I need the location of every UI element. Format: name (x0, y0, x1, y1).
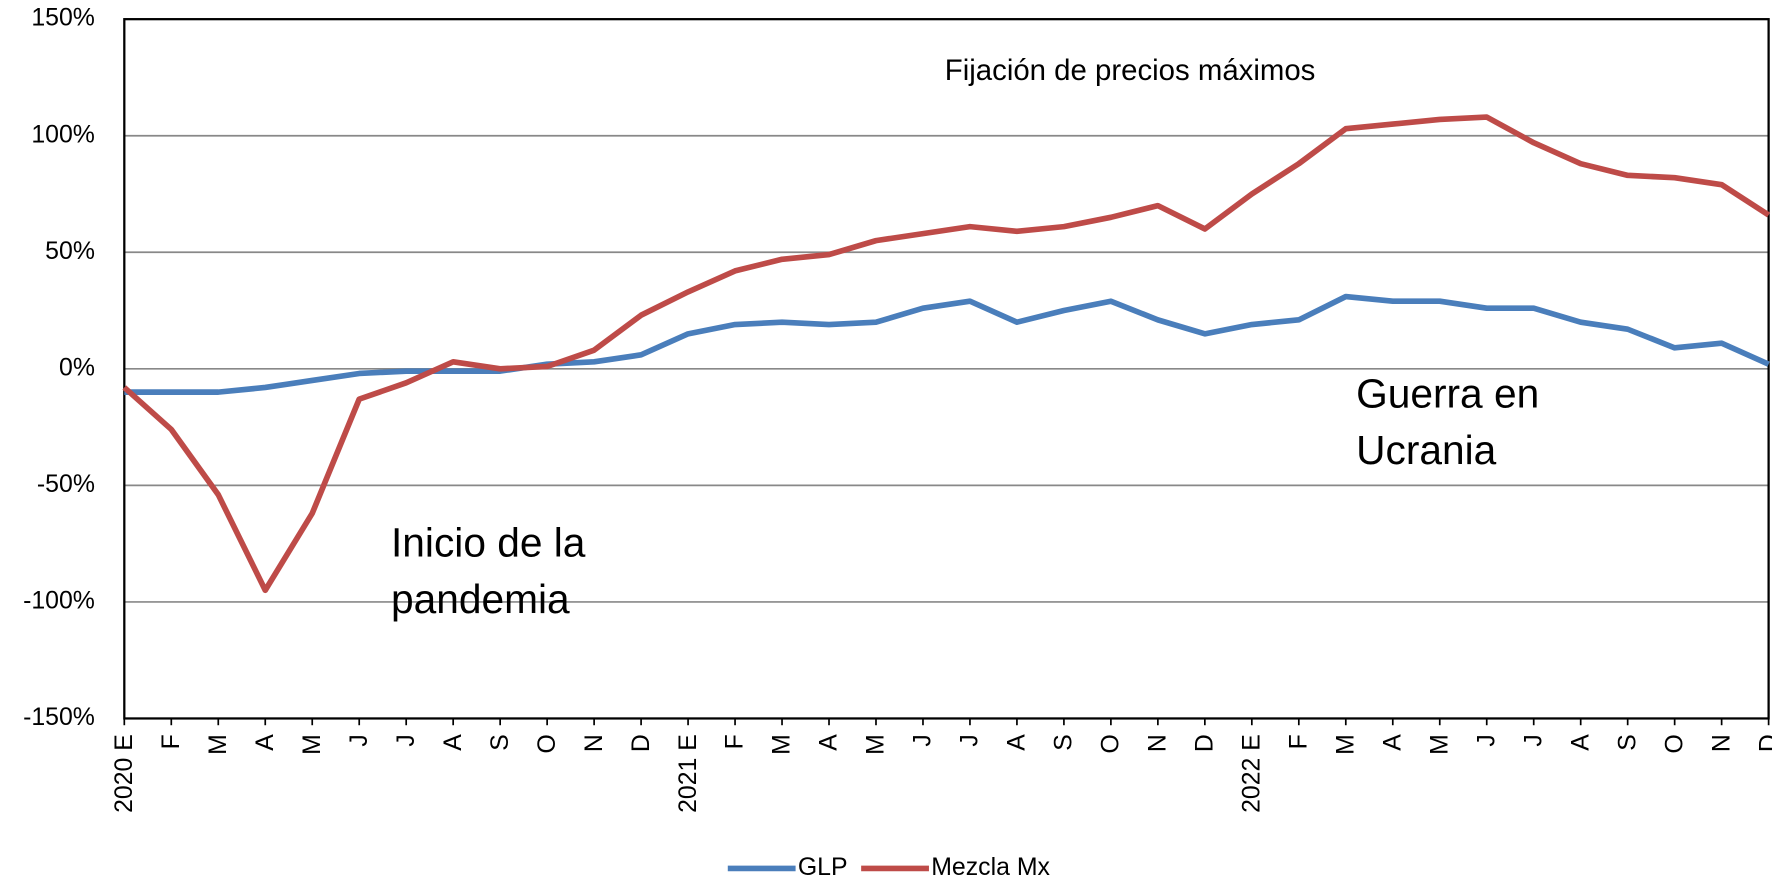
x-tick-label: N (1708, 734, 1735, 752)
x-tick-label: A (1379, 734, 1406, 751)
x-tick-label: D (628, 734, 655, 752)
x-tick-label: F (158, 734, 185, 749)
annotation: Inicio de la (391, 520, 586, 566)
x-tick-label: S (1614, 734, 1641, 751)
x-tick-label: 2022 E (1239, 734, 1266, 813)
x-tick-label: M (769, 734, 796, 755)
x-tick-label: O (1098, 734, 1125, 753)
y-tick-label: -100% (23, 587, 95, 614)
legend-label: GLP (798, 854, 848, 881)
y-tick-label: 150% (31, 5, 95, 32)
annotation: Fijación de precios máximos (945, 54, 1316, 87)
x-tick-label: D (1755, 734, 1772, 752)
x-tick-label: A (816, 734, 843, 751)
x-tick-label: S (1051, 734, 1078, 751)
x-tick-label: J (1520, 734, 1547, 746)
x-tick-label: O (534, 734, 561, 753)
x-tick-label: J (346, 734, 373, 746)
y-tick-label: -50% (37, 471, 95, 498)
annotation: Guerra en (1356, 371, 1539, 417)
x-tick-label: F (1285, 734, 1312, 749)
x-tick-label: J (393, 734, 420, 746)
legend-label: Mezcla Mx (931, 854, 1050, 881)
x-tick-label: M (1332, 734, 1359, 755)
x-tick-label: A (252, 734, 279, 751)
x-tick-label: J (910, 734, 937, 746)
x-tick-label: F (722, 734, 749, 749)
x-tick-label: O (1661, 734, 1688, 753)
x-tick-label: N (1145, 734, 1172, 752)
plot-frame (123, 18, 1770, 720)
y-tick-label: 0% (59, 354, 95, 381)
x-tick-label: A (1567, 734, 1594, 751)
annotation: pandemia (391, 576, 570, 622)
x-tick-label: J (1473, 734, 1500, 746)
x-tick-label: D (1192, 734, 1219, 752)
data-line (122, 114, 1771, 594)
x-tick-label: 2021 E (675, 734, 702, 813)
data-line (124, 293, 1770, 395)
y-tick-label: -150% (23, 704, 95, 731)
x-tick-label: S (487, 734, 514, 751)
x-tick-label: A (1004, 734, 1031, 751)
x-tick-label: 2020 E (111, 734, 138, 813)
x-tick-label: M (1426, 734, 1453, 755)
y-tick-label: 50% (45, 238, 95, 265)
y-tick-label: 100% (31, 121, 95, 148)
x-tick-label: M (205, 734, 232, 755)
x-tick-label: N (581, 734, 608, 752)
x-tick-label: M (863, 734, 890, 755)
x-tick-label: M (299, 734, 326, 755)
x-tick-label: J (957, 734, 984, 746)
annotation: Ucrania (1356, 427, 1497, 473)
x-tick-label: A (440, 734, 467, 751)
